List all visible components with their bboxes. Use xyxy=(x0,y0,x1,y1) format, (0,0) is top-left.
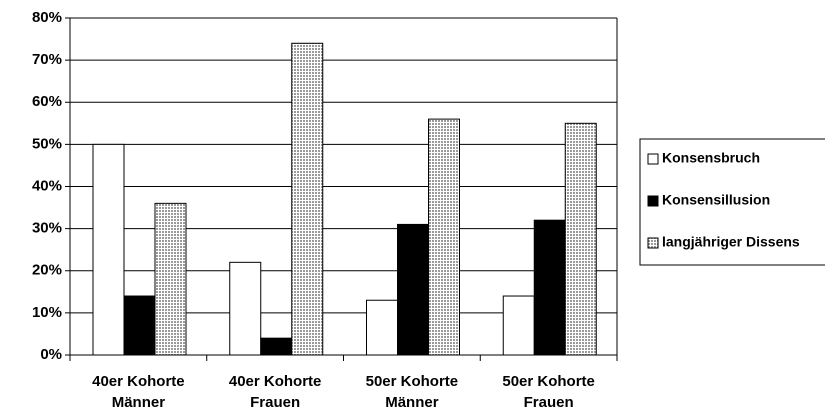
y-tick-label: 0% xyxy=(40,346,62,363)
bar xyxy=(564,122,597,356)
y-tick-label: 10% xyxy=(32,304,62,321)
x-tick-label: Männer xyxy=(385,394,439,411)
y-tick-label: 30% xyxy=(32,220,62,237)
x-tick-label: 50er Kohorte xyxy=(366,373,459,390)
bar xyxy=(123,295,156,356)
bar xyxy=(397,223,429,356)
x-tick-label: 50er Kohorte xyxy=(502,373,595,390)
x-tick-label: 40er Kohorte xyxy=(229,373,322,390)
y-tick-label: 40% xyxy=(32,177,62,194)
bar xyxy=(229,261,262,356)
bar xyxy=(366,299,398,356)
x-tick-label: 40er Kohorte xyxy=(92,373,185,390)
y-tick-label: 50% xyxy=(32,135,62,152)
x-tick-label: Frauen xyxy=(524,394,574,411)
y-tick-label: 70% xyxy=(32,51,62,68)
bar xyxy=(92,143,125,356)
legend-label: langjähriger Dissens xyxy=(662,234,800,250)
bar xyxy=(533,219,566,356)
legend-swatch xyxy=(647,237,659,249)
bar xyxy=(428,118,460,356)
legend-swatch xyxy=(647,153,659,165)
y-tick-label: 80% xyxy=(32,9,62,26)
bar xyxy=(154,202,187,356)
legend-label: Konsensbruch xyxy=(662,150,760,166)
bar xyxy=(502,295,535,356)
y-tick-label: 60% xyxy=(32,93,62,110)
legend-swatch xyxy=(647,195,659,207)
x-tick-label: Männer xyxy=(112,394,166,411)
legend-label: Konsensillusion xyxy=(662,192,770,208)
bar xyxy=(291,42,324,356)
bar xyxy=(260,337,293,356)
legend-box xyxy=(639,138,825,266)
y-tick-label: 20% xyxy=(32,262,62,279)
x-tick-label: Frauen xyxy=(250,394,300,411)
